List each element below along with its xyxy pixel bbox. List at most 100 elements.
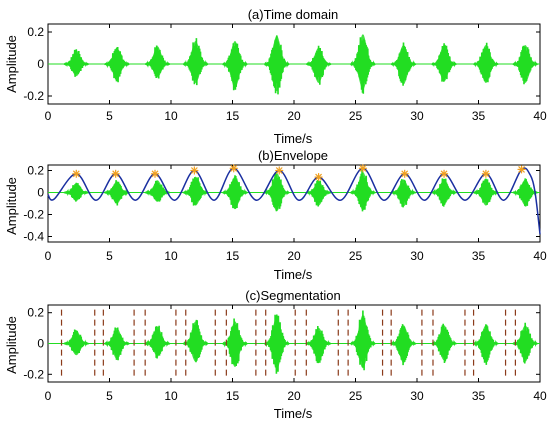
x-tick-label: 30	[410, 249, 424, 263]
signal-burst	[390, 324, 417, 366]
signal-burst	[390, 179, 417, 208]
signal-burst-body	[308, 327, 329, 362]
signal-burst-body	[434, 325, 454, 361]
x-tick-label: 25	[349, 389, 363, 403]
plot-frame	[47, 164, 541, 243]
x-tick-label: 20	[287, 109, 301, 123]
x-tick-label: 0	[45, 109, 52, 123]
x-tick-label: 35	[472, 109, 486, 123]
signal-burst-body	[225, 40, 245, 89]
envelope-peak-marker	[314, 173, 323, 182]
y-tick-label: 0.2	[27, 306, 44, 320]
signal-burst	[104, 180, 130, 206]
signal-burst-body	[393, 325, 414, 364]
x-tick-label: 30	[410, 389, 424, 403]
x-tick-label: 20	[287, 389, 301, 403]
y-tick-label: 0	[37, 337, 44, 351]
x-tick-label: 0	[45, 249, 52, 263]
signal-burst	[431, 323, 457, 364]
panel-a-xlabel: Time/s	[274, 131, 313, 146]
x-tick-label: 10	[164, 109, 178, 123]
signal-burst	[431, 178, 457, 207]
y-tick-label: 0.2	[27, 25, 44, 39]
envelope-peak-marker	[151, 169, 160, 178]
signal-burst	[512, 45, 538, 85]
panel-b-xlabel: Time/s	[274, 267, 313, 282]
signal-burst	[144, 180, 171, 202]
y-tick-label: 0	[37, 186, 44, 200]
y-tick-label: -0.2	[23, 367, 44, 381]
signal-burst	[473, 42, 499, 83]
signal-burst	[222, 175, 248, 210]
signal-burst-body	[107, 181, 127, 204]
signal-burst	[349, 34, 376, 94]
x-tick-label: 15	[226, 249, 240, 263]
signal-burst	[104, 327, 130, 361]
signal-burst-body	[515, 45, 536, 83]
x-tick-label: 5	[106, 389, 113, 403]
signal-burst	[63, 49, 89, 77]
x-tick-label: 40	[533, 109, 547, 123]
signal-burst	[512, 178, 538, 207]
signal-burst-body	[393, 45, 414, 85]
peak-marker-d2	[112, 170, 120, 178]
peak-marker-d2	[315, 173, 323, 181]
signal-burst	[263, 314, 290, 374]
envelope-peak-marker	[111, 169, 120, 178]
peak-marker-d2	[151, 170, 159, 178]
x-tick-label: 5	[106, 249, 113, 263]
signal-burst	[473, 324, 499, 365]
y-tick-label: -0.2	[23, 208, 44, 222]
signal-burst-body	[66, 183, 87, 201]
signal-burst-body	[353, 171, 373, 211]
signal-burst	[104, 46, 130, 83]
panel-c-title: (c)Segmentation	[245, 288, 340, 303]
signal-burst-trace	[263, 314, 290, 374]
signal-burst	[512, 322, 538, 364]
x-tick-label: 40	[533, 389, 547, 403]
panel-a: (a)Time domain 0 5 10 15 20 25 30 35 400.20-0.2 …	[4, 7, 547, 146]
y-tick-label: 0	[37, 57, 44, 71]
panel-a-title: (a)Time domain	[248, 7, 339, 22]
y-tick-label: 0.2	[27, 164, 44, 178]
signal-burst	[305, 325, 332, 364]
signal-burst-body	[476, 325, 496, 362]
signal-burst-body	[515, 325, 536, 362]
signal-burst	[473, 178, 499, 206]
envelope-peak-marker	[190, 166, 199, 175]
peak-marker-d2	[359, 164, 367, 172]
signal-burst-trace	[512, 322, 538, 364]
peak-marker-d2	[482, 170, 490, 178]
panel-a-ylabel: Amplitude	[4, 35, 19, 93]
signal-burst-body	[308, 47, 329, 83]
signal-burst	[63, 182, 89, 202]
signal-burst-trace	[63, 49, 89, 77]
panel-c-xlabel: Time/s	[274, 406, 313, 421]
panel-b-ylabel: Amplitude	[4, 177, 19, 235]
envelope-peak-marker	[517, 165, 526, 174]
signal-burst	[305, 45, 332, 85]
signal-burst	[144, 325, 171, 359]
signal-burst-body	[147, 326, 168, 357]
peak-marker-d2	[230, 164, 238, 172]
signal-burst	[263, 35, 290, 95]
envelope-peak-marker	[229, 164, 238, 173]
signal-burst-trace	[473, 178, 499, 205]
signal-burst	[305, 180, 332, 207]
signal-burst	[63, 329, 89, 356]
signal-burst-body	[147, 46, 168, 78]
signal-burst-body	[266, 35, 287, 92]
x-tick-label: 20	[287, 249, 301, 263]
x-tick-label: 15	[226, 109, 240, 123]
signal-burst	[431, 43, 457, 82]
envelope-peak-marker	[481, 169, 490, 178]
signal-burst-body	[434, 45, 454, 82]
signal-burst-body	[185, 321, 206, 362]
envelope-peak-marker	[72, 169, 81, 178]
peak-marker-d2	[518, 165, 525, 173]
panel-b: (b)Envelope 0 5 10 15 20 25 30 35 40 0.2 0 -0.2 -0.4…	[4, 148, 547, 282]
signal-burst-body	[66, 330, 87, 356]
x-tick-label: 15	[226, 389, 240, 403]
y-tick-label: -0.4	[23, 230, 44, 244]
signal-burst-body	[266, 172, 287, 212]
